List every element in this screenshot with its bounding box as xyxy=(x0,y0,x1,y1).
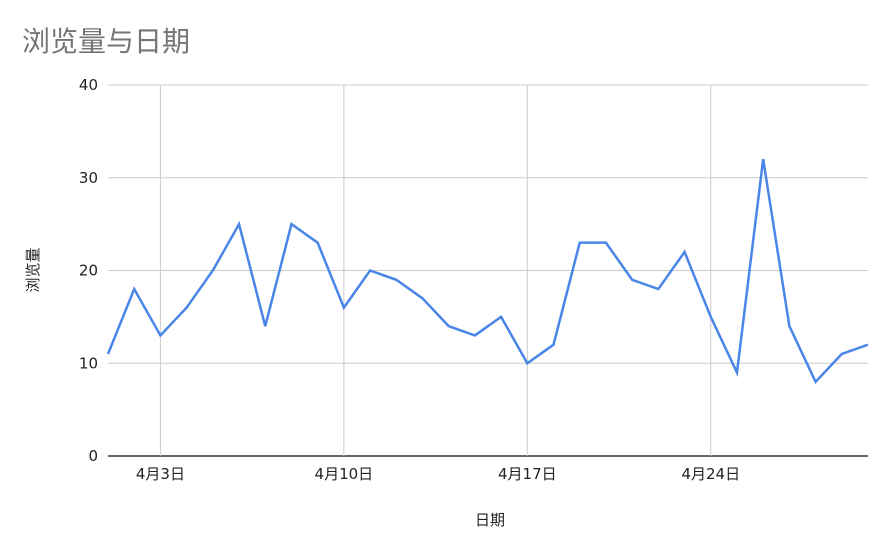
y-tick-label: 20 xyxy=(79,262,98,280)
series-line xyxy=(106,159,869,384)
y-tick-label: 40 xyxy=(79,76,98,94)
y-axis-tick-labels: 0 10 20 30 40 xyxy=(79,76,98,465)
y-tick-label: 0 xyxy=(88,447,98,465)
x-tick-label: 4月17日 xyxy=(498,465,557,483)
x-tick-label: 4月10日 xyxy=(315,465,374,483)
x-tick-label: 4月3日 xyxy=(136,465,185,483)
y-tick-label: 10 xyxy=(79,354,98,372)
x-axis-title: 日期 xyxy=(475,511,505,529)
vertical-gridlines xyxy=(159,85,712,456)
horizontal-gridlines xyxy=(108,84,868,457)
x-tick-label: 4月24日 xyxy=(681,465,740,483)
chart-title: 浏览量与日期 xyxy=(22,25,191,58)
y-axis-title: 浏览量 xyxy=(24,247,42,292)
y-tick-label: 30 xyxy=(79,169,98,187)
x-axis-tick-labels: 4月3日 4月10日 4月17日 4月24日 xyxy=(136,465,740,483)
